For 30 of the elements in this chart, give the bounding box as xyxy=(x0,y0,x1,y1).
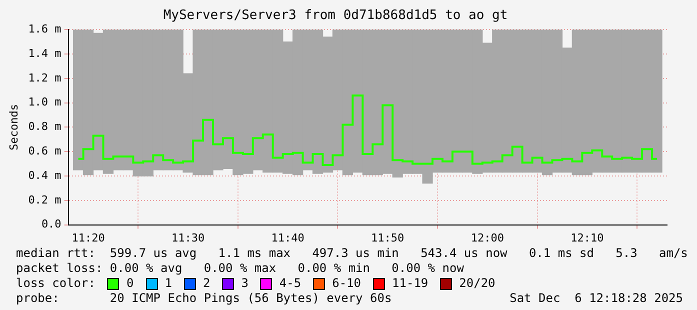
legend-label: 0 xyxy=(126,276,134,291)
y-tick-label: 0.0 xyxy=(41,218,62,231)
y-tick-label: 1.2 m xyxy=(28,71,62,84)
x-tick-label: 11:50 xyxy=(371,231,404,244)
chart-title: MyServers/Server3 from 0d71b868d1d5 to ao gt xyxy=(163,8,508,24)
y-axis-title: Seconds xyxy=(7,104,20,150)
y-tick-label: 0.6 m xyxy=(28,144,62,158)
legend-label: 6-10 xyxy=(332,276,362,291)
x-tick-label: 11:20 xyxy=(72,231,105,244)
text: probe: 20 ICMP Echo Pings (56 Bytes) every 60s xyxy=(16,291,392,306)
y-tick-label: 1.0 m xyxy=(28,96,62,109)
legend-label: 2 xyxy=(202,276,210,291)
y-tick-label: 1.6 m xyxy=(28,22,62,36)
legend-label: 20/20 xyxy=(459,276,496,291)
legend-label: 4-5 xyxy=(279,276,302,291)
legend-title: loss color: xyxy=(16,276,96,291)
y-tick-label: 0.2 m xyxy=(28,193,62,206)
x-tick-label: 11:30 xyxy=(171,231,205,244)
text: packet loss: 0.00 % avg 0.00 % max 0.00 % min 0.00 % now xyxy=(16,261,465,276)
legend-label: 11-19 xyxy=(392,276,428,291)
y-tick-label: 1.4 m xyxy=(28,46,62,60)
text: Sat Dec 6 12:18:28 2025 xyxy=(510,291,683,306)
y-tick-label: 0.4 m xyxy=(28,168,62,182)
legend-label: 3 xyxy=(241,276,248,291)
x-tick-label: 11:40 xyxy=(271,231,304,244)
text: median rtt: 599.7 us avg 1.1 ms max 497.3 us min 543.4 us now 0.1 ms sd 5.3 am/s xyxy=(16,246,688,261)
legend-label: 1 xyxy=(164,276,172,291)
x-tick-label: 12:10 xyxy=(570,231,604,244)
y-tick-label: 0.8 m xyxy=(28,120,62,134)
x-tick-label: 12:00 xyxy=(470,231,504,244)
